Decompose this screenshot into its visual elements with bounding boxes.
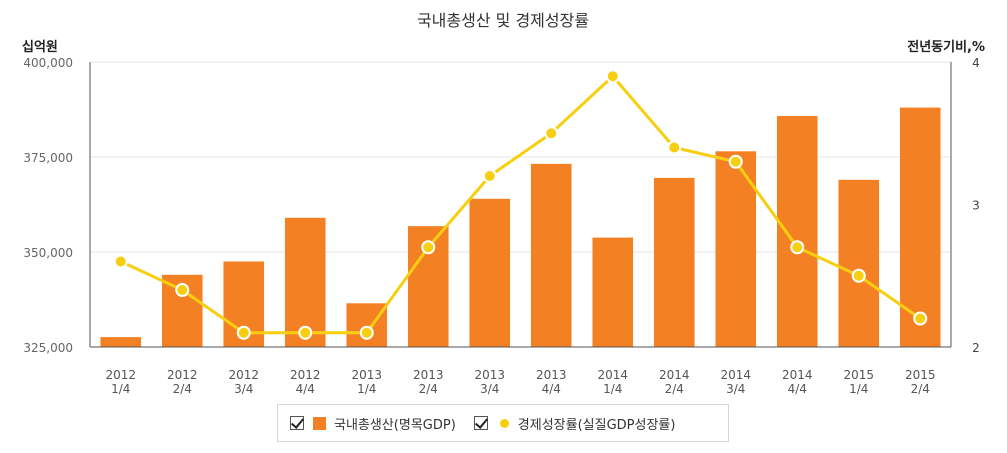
- legend: 국내총생산(명목GDP) 경제성장률(실질GDP성장률): [277, 404, 729, 442]
- x-tick-label-quarter: 1/4: [357, 382, 376, 396]
- growth-point: [605, 69, 620, 84]
- left-axis-label: 십억원: [22, 39, 58, 55]
- x-tick-label-quarter: 4/4: [542, 382, 561, 396]
- growth-point: [667, 140, 682, 155]
- chart-title: 국내총생산 및 경제성장률: [417, 11, 589, 30]
- x-tick-label-year: 2013: [536, 368, 567, 382]
- x-tick-label-quarter: 1/4: [603, 382, 622, 396]
- tick-labels: 325,000350,000375,000400,00023420121/420…: [23, 56, 979, 396]
- x-tick-label-quarter: 3/4: [726, 382, 745, 396]
- growth-point: [236, 325, 251, 340]
- left-tick-label: 350,000: [23, 246, 73, 260]
- x-tick-label-quarter: 2/4: [419, 382, 438, 396]
- x-tick-label-quarter: 1/4: [849, 382, 868, 396]
- bar-swatch-icon: [313, 416, 326, 430]
- bar: [100, 337, 142, 347]
- growth-line: [120, 74, 922, 335]
- x-tick-label-quarter: 4/4: [788, 382, 807, 396]
- right-tick-label: 2: [972, 341, 980, 355]
- bar: [530, 163, 572, 347]
- axes: [89, 62, 952, 348]
- growth-point: [421, 240, 436, 255]
- bar: [284, 217, 326, 347]
- x-tick-label-quarter: 2/4: [911, 382, 930, 396]
- right-tick-label: 4: [972, 56, 980, 70]
- x-tick-label-quarter: 2/4: [173, 382, 192, 396]
- bar: [469, 198, 511, 347]
- dot-swatch-icon: [499, 418, 509, 428]
- growth-point: [544, 126, 559, 141]
- growth-point: [175, 283, 190, 297]
- x-tick-label-year: 2012: [228, 368, 259, 382]
- x-tick-label-quarter: 2/4: [665, 382, 684, 396]
- growth-point: [482, 169, 497, 183]
- legend-label-growth: 경제성장률(실질GDP성장률): [517, 417, 676, 433]
- bar: [653, 177, 695, 347]
- bar: [346, 303, 388, 347]
- x-tick-label-year: 2014: [782, 368, 813, 382]
- left-tick-label: 325,000: [23, 341, 73, 355]
- x-tick-label-year: 2013: [413, 368, 444, 382]
- x-tick-label-quarter: 4/4: [296, 382, 315, 396]
- growth-point: [790, 240, 805, 255]
- x-tick-label-year: 2014: [720, 368, 751, 382]
- growth-point: [113, 254, 128, 269]
- growth-point: [851, 268, 866, 283]
- growth-point: [913, 311, 928, 326]
- legend-item-growth[interactable]: 경제성장률(실질GDP성장률): [473, 414, 676, 433]
- bar: [838, 179, 880, 347]
- growth-point: [359, 325, 374, 340]
- x-tick-label-year: 2012: [167, 368, 198, 382]
- x-tick-label-year: 2012: [290, 368, 321, 382]
- bar-series: [100, 107, 941, 348]
- x-tick-label-quarter: 3/4: [234, 382, 253, 396]
- left-tick-label: 375,000: [23, 151, 73, 165]
- right-axis-label: 전년동기비,%: [907, 39, 985, 55]
- x-tick-label-year: 2015: [843, 368, 874, 382]
- x-tick-label-year: 2012: [105, 368, 136, 382]
- bar: [776, 115, 818, 348]
- line-series: [113, 69, 928, 340]
- checkbox-icon[interactable]: [473, 416, 488, 430]
- grid-lines: [90, 61, 951, 348]
- bar: [899, 107, 941, 347]
- x-tick-label-year: 2014: [597, 368, 628, 382]
- x-tick-label-year: 2015: [905, 368, 936, 382]
- x-tick-label-year: 2013: [351, 368, 382, 382]
- left-tick-label: 400,000: [23, 56, 73, 70]
- x-tick-label-year: 2013: [474, 368, 505, 382]
- x-tick-label-year: 2014: [659, 368, 690, 382]
- growth-point: [728, 154, 743, 169]
- legend-item-gdp[interactable]: 국내총생산(명목GDP): [290, 414, 456, 433]
- x-tick-label-quarter: 3/4: [480, 382, 499, 396]
- bar: [715, 151, 757, 347]
- checkbox-icon[interactable]: [290, 416, 304, 430]
- bar: [592, 237, 634, 347]
- growth-point: [298, 325, 313, 340]
- right-tick-label: 3: [972, 199, 980, 213]
- x-tick-label-quarter: 1/4: [111, 382, 130, 396]
- legend-label-gdp: 국내총생산(명목GDP): [334, 417, 456, 433]
